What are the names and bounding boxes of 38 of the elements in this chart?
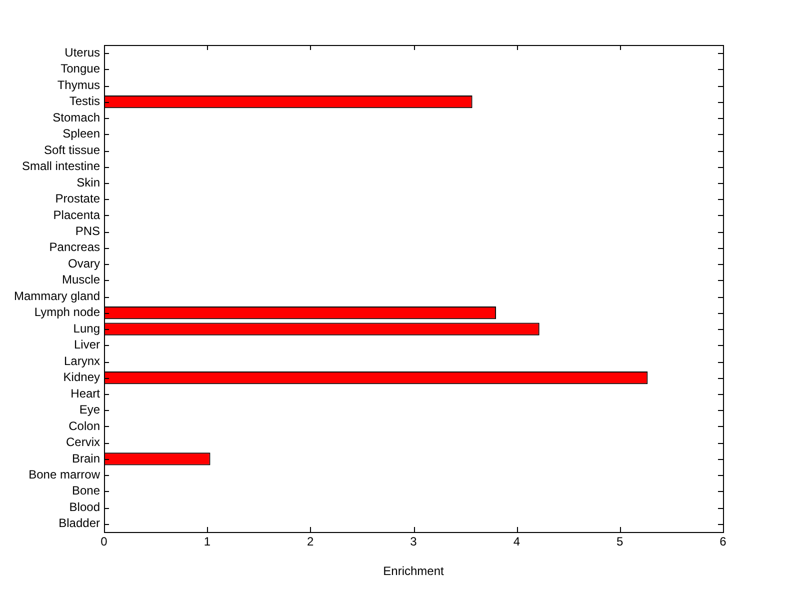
y-tick-label: Eye [79, 402, 100, 417]
y-tick-label: Tongue [60, 62, 100, 76]
y-tick-label: Bone [72, 484, 100, 498]
y-tick-label: Lung [73, 321, 100, 336]
y-tick-label: Pancreas [49, 240, 100, 254]
y-tick-label: Colon [68, 418, 100, 433]
y-tick-label: Cervix [66, 435, 100, 450]
x-tick-label: 3 [410, 534, 418, 549]
y-tick-label: Lymph node [34, 305, 100, 320]
y-tick-label: Liver [74, 338, 100, 352]
x-tick-label: 0 [100, 534, 108, 549]
y-tick-label: Uterus [64, 45, 100, 60]
y-tick-label: Brain [72, 451, 100, 466]
y-tick-label: Heart [70, 386, 101, 400]
y-tick-label: Bladder [58, 516, 100, 530]
y-tick-label: Small intestine [22, 159, 100, 174]
y-tick-label: Prostate [55, 192, 100, 206]
y-tick-label: Thymus [57, 78, 100, 92]
y-tick-label: Muscle [62, 272, 100, 287]
x-tick-label: 5 [616, 534, 624, 549]
y-tick-label: Spleen [62, 126, 100, 141]
y-tick-label: Mammary gland [14, 288, 100, 303]
y-tick-label: Soft tissue [44, 142, 100, 157]
y-tick-label: Testis [69, 94, 100, 108]
y-tick-label: Placenta [53, 208, 100, 222]
y-tick-label: Skin [76, 175, 100, 190]
x-tick-label: 1 [204, 534, 211, 549]
y-tick-label: Bone marrow [28, 467, 100, 482]
x-tick-label: 2 [306, 534, 314, 549]
y-tick-label: Larynx [64, 354, 100, 368]
x-tick-label: 6 [720, 534, 727, 549]
y-tick-label: Stomach [52, 110, 100, 124]
y-tick-label: Blood [69, 500, 100, 514]
x-tick-label: 4 [513, 534, 520, 549]
x-axis-title: Enrichment [383, 564, 445, 578]
y-tick-label: Ovary [68, 256, 100, 270]
y-tick-label: PNS [75, 224, 100, 238]
y-tick-label: Kidney [63, 370, 100, 384]
